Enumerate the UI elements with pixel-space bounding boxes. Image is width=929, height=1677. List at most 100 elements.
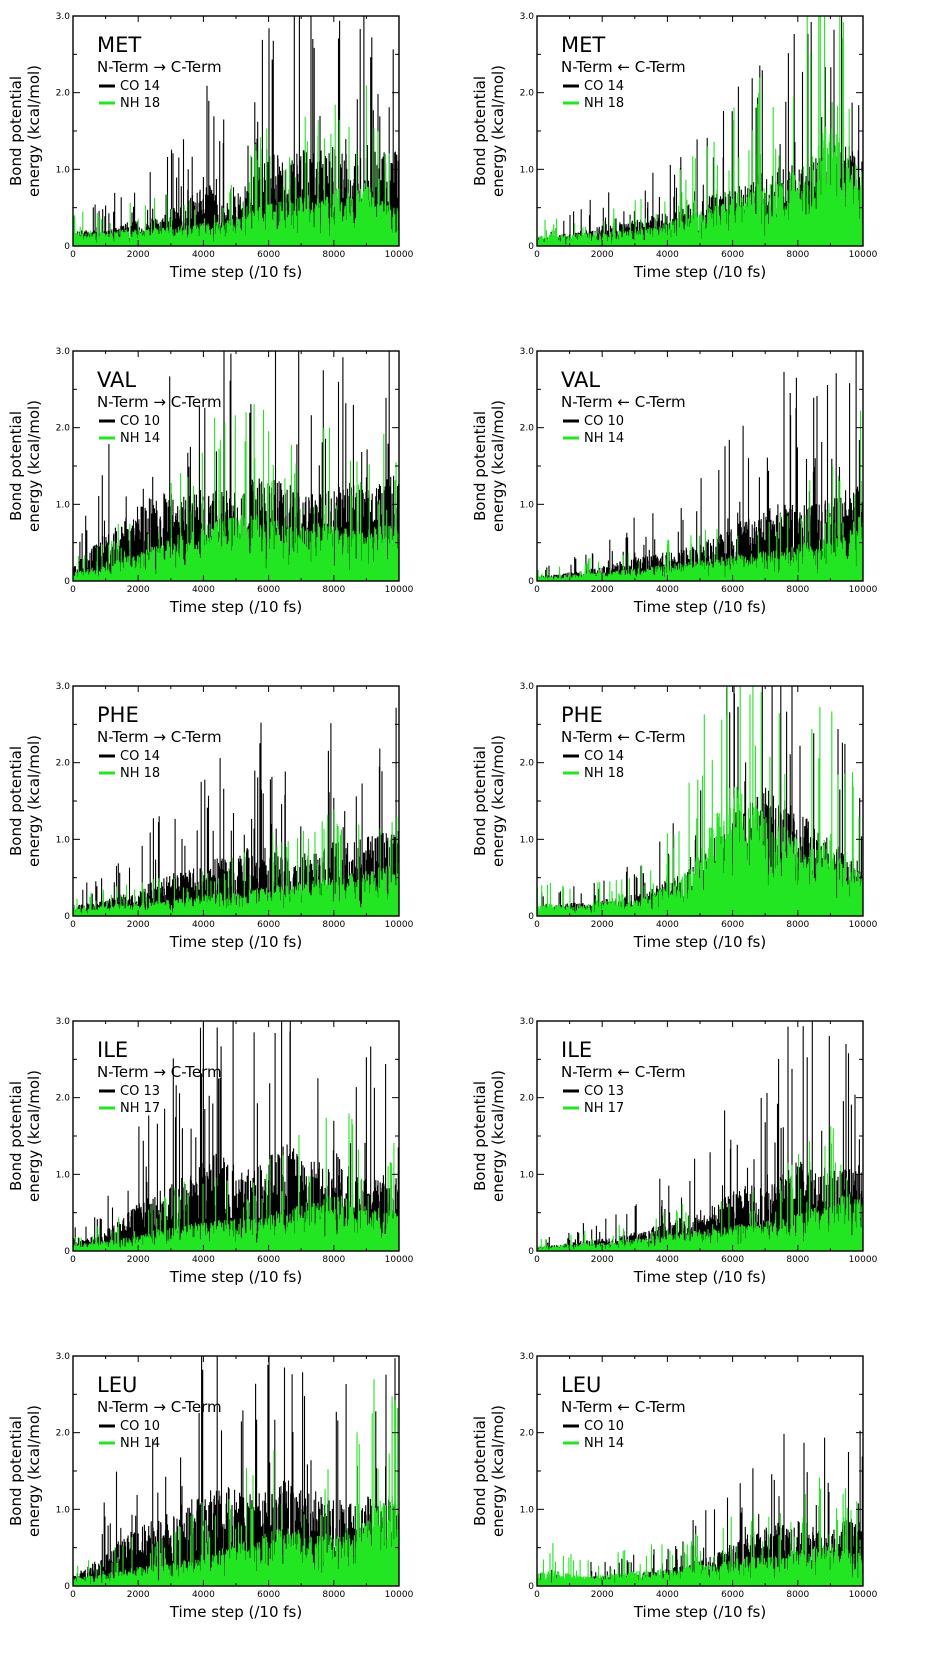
y-tick-label: 1.0 <box>56 835 71 845</box>
residue-title: ILE <box>97 1038 128 1062</box>
direction-label: N-Term ← C-Term <box>561 1063 686 1081</box>
x-tick-label: 2000 <box>591 585 614 595</box>
y-tick-label: 2.0 <box>520 89 535 99</box>
legend-label: NH 18 <box>584 766 624 781</box>
chart-leu-forward: 0 2000 4000 6000 8000 10000 0 1.0 2.0 3.0 Bond pot… <box>0 1340 464 1675</box>
y-tick-label: 2.0 <box>56 89 71 99</box>
x-tick-label: 0 <box>70 920 76 930</box>
x-tick-label: 4000 <box>192 920 215 930</box>
x-tick-label: 10000 <box>385 1590 414 1600</box>
y-tick-label: 2.0 <box>520 1429 535 1439</box>
y-tick-label: 0 <box>528 242 534 252</box>
legend-label: NH 18 <box>120 766 160 781</box>
x-axis-label: Time step (/10 fs) <box>169 598 302 616</box>
x-tick-label: 0 <box>70 1590 76 1600</box>
chart-leu-reverse: 0 2000 4000 6000 8000 10000 0 1.0 2.0 3.0 Bond pot… <box>464 1340 928 1675</box>
x-tick-label: 8000 <box>322 585 345 595</box>
y-tick-label: 2.0 <box>56 759 71 769</box>
y-tick-label: 3.0 <box>520 12 535 22</box>
y-tick-label: 3.0 <box>56 1352 71 1362</box>
chart-svg: 0 2000 4000 6000 8000 10000 0 1.0 2.0 3.0 Bond pot… <box>471 682 878 951</box>
x-tick-label: 10000 <box>849 585 878 595</box>
x-tick-label: 6000 <box>721 920 744 930</box>
y-tick-label: 1.0 <box>520 1170 535 1180</box>
y-tick-label: 2.0 <box>520 1094 535 1104</box>
x-axis-label: Time step (/10 fs) <box>633 263 766 281</box>
legend-label: NH 14 <box>120 431 160 446</box>
x-tick-label: 8000 <box>786 250 809 260</box>
chart-svg: 0 2000 4000 6000 8000 10000 0 1.0 2.0 3.0 Bond pot… <box>7 12 414 281</box>
x-tick-label: 10000 <box>385 585 414 595</box>
series-nh-14 <box>73 404 399 581</box>
x-tick-label: 6000 <box>257 920 280 930</box>
chart-val-forward: 0 2000 4000 6000 8000 10000 0 1.0 2.0 3.0 Bond pot… <box>0 335 464 670</box>
x-tick-label: 0 <box>70 1255 76 1265</box>
y-axis-label: Bond potentialenergy (kcal/mol) <box>7 735 43 867</box>
x-tick-label: 10000 <box>849 1255 878 1265</box>
chart-ile-reverse: 0 2000 4000 6000 8000 10000 0 1.0 2.0 3.0 Bond pot… <box>464 1005 928 1340</box>
x-tick-label: 4000 <box>656 920 679 930</box>
legend-label: NH 17 <box>584 1101 624 1116</box>
x-axis-label: Time step (/10 fs) <box>633 1603 766 1621</box>
x-tick-label: 0 <box>534 1255 540 1265</box>
chart-svg: 0 2000 4000 6000 8000 10000 0 1.0 2.0 3.0 Bond pot… <box>7 347 414 616</box>
residue-title: VAL <box>97 368 136 392</box>
y-tick-label: 2.0 <box>56 1094 71 1104</box>
x-tick-label: 0 <box>534 920 540 930</box>
residue-title: PHE <box>97 703 139 727</box>
y-tick-label: 0 <box>64 912 70 922</box>
x-tick-label: 6000 <box>257 1255 280 1265</box>
series-nh-14 <box>73 1379 399 1586</box>
direction-label: N-Term ← C-Term <box>561 393 686 411</box>
y-axis-label: Bond potentialenergy (kcal/mol) <box>7 1070 43 1202</box>
residue-title: VAL <box>561 368 600 392</box>
y-axis-label: Bond potentialenergy (kcal/mol) <box>471 1405 507 1537</box>
x-tick-label: 2000 <box>127 1590 150 1600</box>
x-tick-label: 2000 <box>127 250 150 260</box>
x-tick-label: 6000 <box>721 585 744 595</box>
x-tick-label: 0 <box>534 585 540 595</box>
legend-label: NH 17 <box>120 1101 160 1116</box>
series-nh-18 <box>537 686 863 916</box>
legend-label: NH 18 <box>120 96 160 111</box>
x-tick-label: 2000 <box>127 1255 150 1265</box>
y-axis-label: Bond potentialenergy (kcal/mol) <box>471 400 507 532</box>
direction-label: N-Term → C-Term <box>97 1398 222 1416</box>
series-nh-14 <box>537 410 863 581</box>
y-tick-label: 2.0 <box>56 1429 71 1439</box>
direction-label: N-Term → C-Term <box>97 1063 222 1081</box>
x-tick-label: 4000 <box>656 250 679 260</box>
x-tick-label: 6000 <box>257 585 280 595</box>
x-tick-label: 0 <box>70 585 76 595</box>
y-axis-label: Bond potentialenergy (kcal/mol) <box>7 65 43 197</box>
y-tick-label: 0 <box>528 1582 534 1592</box>
x-tick-label: 8000 <box>786 920 809 930</box>
chart-svg: 0 2000 4000 6000 8000 10000 0 1.0 2.0 3.0 Bond pot… <box>7 682 414 951</box>
x-tick-label: 2000 <box>591 920 614 930</box>
x-tick-label: 4000 <box>656 1590 679 1600</box>
x-tick-label: 6000 <box>257 250 280 260</box>
x-tick-label: 6000 <box>721 250 744 260</box>
x-tick-label: 8000 <box>322 1590 345 1600</box>
direction-label: N-Term → C-Term <box>97 728 222 746</box>
x-tick-label: 8000 <box>786 1590 809 1600</box>
legend-label: NH 14 <box>120 1436 160 1451</box>
y-axis-label: Bond potentialenergy (kcal/mol) <box>471 1070 507 1202</box>
x-tick-label: 4000 <box>192 585 215 595</box>
x-axis-label: Time step (/10 fs) <box>169 933 302 951</box>
y-tick-label: 2.0 <box>520 759 535 769</box>
chart-ile-forward: 0 2000 4000 6000 8000 10000 0 1.0 2.0 3.0 Bond pot… <box>0 1005 464 1340</box>
chart-svg: 0 2000 4000 6000 8000 10000 0 1.0 2.0 3.0 Bond pot… <box>471 1352 878 1621</box>
legend-label: CO 10 <box>120 1419 160 1434</box>
x-tick-label: 4000 <box>192 250 215 260</box>
x-tick-label: 4000 <box>656 585 679 595</box>
y-tick-label: 2.0 <box>520 424 535 434</box>
y-tick-label: 3.0 <box>520 682 535 692</box>
x-axis-label: Time step (/10 fs) <box>633 598 766 616</box>
x-tick-label: 0 <box>534 250 540 260</box>
y-tick-label: 1.0 <box>56 500 71 510</box>
chart-svg: 0 2000 4000 6000 8000 10000 0 1.0 2.0 3.0 Bond pot… <box>7 1017 414 1286</box>
chart-phe-forward: 0 2000 4000 6000 8000 10000 0 1.0 2.0 3.0 Bond pot… <box>0 670 464 1005</box>
residue-title: MET <box>97 33 141 57</box>
